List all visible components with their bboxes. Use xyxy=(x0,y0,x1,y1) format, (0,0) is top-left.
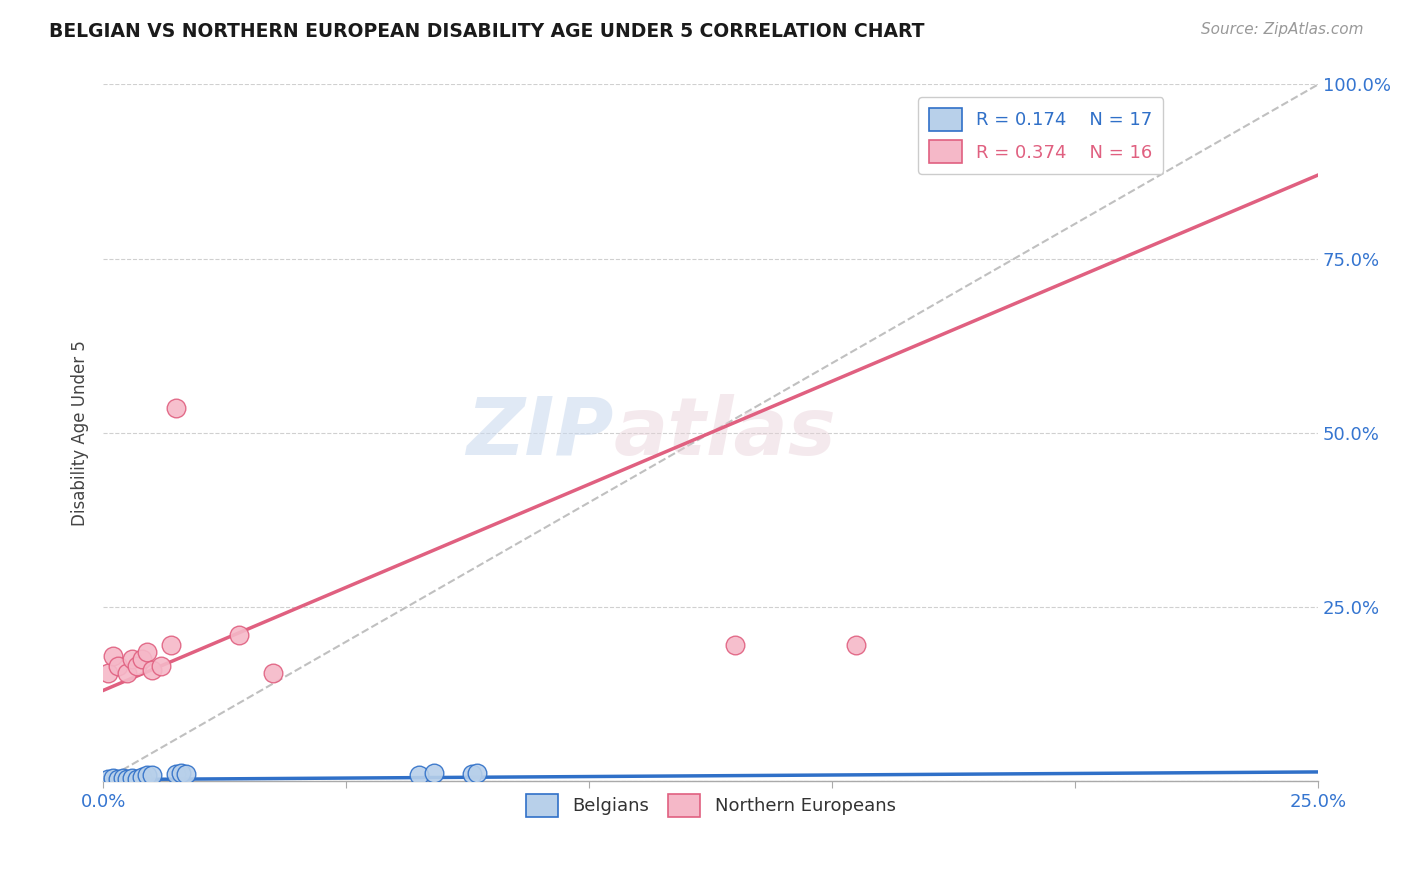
Text: ZIP: ZIP xyxy=(465,393,613,472)
Point xyxy=(461,767,484,781)
Point xyxy=(262,666,284,681)
Point xyxy=(131,770,153,784)
Point xyxy=(117,772,139,786)
Point xyxy=(127,659,149,673)
Text: atlas: atlas xyxy=(613,393,837,472)
Point xyxy=(467,766,489,780)
Point xyxy=(121,771,143,785)
Point xyxy=(101,771,124,785)
Y-axis label: Disability Age Under 5: Disability Age Under 5 xyxy=(72,340,89,525)
Point xyxy=(121,652,143,666)
Point xyxy=(117,666,139,681)
Point xyxy=(111,771,134,785)
Point xyxy=(101,648,124,663)
Point xyxy=(97,772,120,786)
Point xyxy=(107,659,129,673)
Point xyxy=(131,652,153,666)
Text: Source: ZipAtlas.com: Source: ZipAtlas.com xyxy=(1201,22,1364,37)
Point xyxy=(160,638,183,652)
Text: BELGIAN VS NORTHERN EUROPEAN DISABILITY AGE UNDER 5 CORRELATION CHART: BELGIAN VS NORTHERN EUROPEAN DISABILITY … xyxy=(49,22,925,41)
Point xyxy=(141,663,163,677)
Point xyxy=(107,772,129,786)
Point xyxy=(135,645,157,659)
Point xyxy=(150,659,173,673)
Point xyxy=(845,638,868,652)
Point xyxy=(422,766,444,780)
Point xyxy=(127,772,149,786)
Point xyxy=(141,768,163,782)
Point xyxy=(165,401,187,416)
Point xyxy=(135,768,157,782)
Point xyxy=(408,768,430,782)
Point xyxy=(724,638,747,652)
Point xyxy=(97,666,120,681)
Point xyxy=(170,766,193,780)
Point xyxy=(174,767,197,781)
Legend: Belgians, Northern Europeans: Belgians, Northern Europeans xyxy=(519,787,903,824)
Point xyxy=(228,628,250,642)
Point xyxy=(165,767,187,781)
